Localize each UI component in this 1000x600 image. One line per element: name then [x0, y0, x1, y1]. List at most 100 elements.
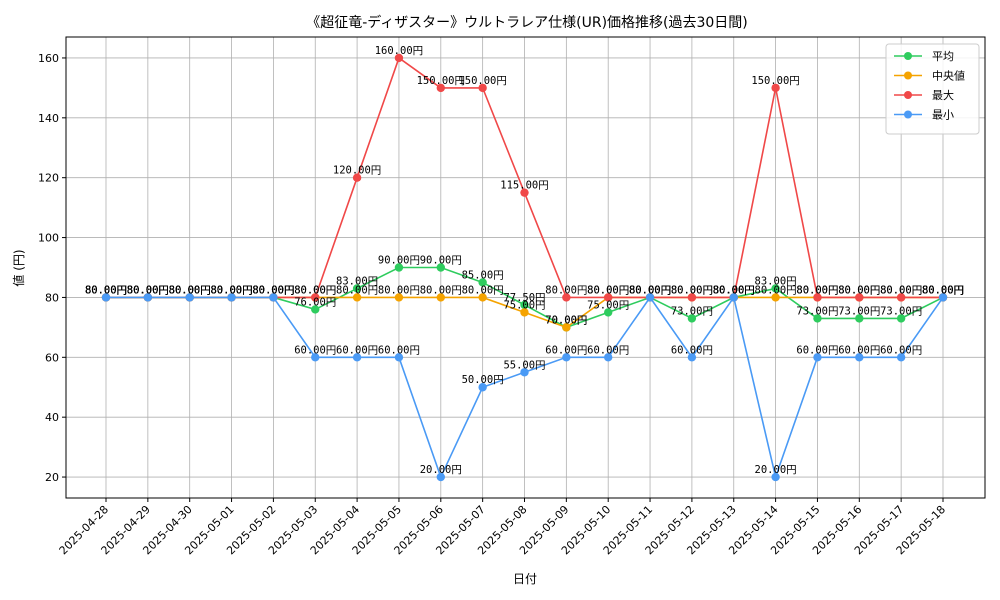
- data-label: 60.00円: [545, 344, 587, 356]
- chart-title: 《超征竜-ディザスター》ウルトラレア仕様(UR)価格推移(過去30日間): [306, 14, 748, 31]
- data-label: 60.00円: [378, 344, 420, 356]
- data-point: [394, 53, 404, 63]
- data-label: 80.00円: [294, 284, 336, 296]
- data-point: [687, 314, 697, 323]
- data-label: 75.00円: [587, 299, 629, 311]
- data-label: 80.00円: [713, 284, 755, 296]
- y-axis-label: 値 (円): [11, 249, 26, 286]
- data-point: [813, 314, 822, 323]
- data-point: [478, 293, 487, 302]
- data-label: 80.00円: [210, 284, 252, 296]
- data-point: [185, 293, 194, 302]
- data-label: 80.00円: [629, 284, 671, 296]
- y-tick-label: 100: [38, 232, 59, 245]
- data-label: 90.00円: [378, 255, 420, 267]
- data-label: 80.00円: [629, 284, 671, 296]
- data-label: 80.00円: [796, 284, 838, 296]
- data-label: 77.50円: [503, 292, 545, 304]
- data-point: [101, 293, 111, 302]
- data-point: [394, 263, 404, 272]
- data-label: 85.00円: [462, 269, 504, 281]
- y-tick-label: 160: [38, 52, 59, 65]
- data-point: [436, 472, 445, 482]
- data-point: [813, 353, 822, 362]
- data-label: 73.00円: [796, 305, 838, 317]
- data-label: 80.00円: [169, 284, 211, 296]
- data-label: 73.00円: [880, 305, 922, 317]
- data-label: 80.00円: [252, 284, 294, 296]
- y-tick-label: 40: [45, 411, 59, 424]
- data-point: [938, 293, 948, 302]
- data-label: 80.00円: [210, 284, 252, 296]
- data-point: [562, 323, 571, 332]
- data-label: 80.00円: [545, 284, 587, 296]
- data-label: 73.00円: [838, 305, 880, 317]
- series-lines: [101, 53, 948, 482]
- data-point: [143, 293, 153, 302]
- data-label: 76.00円: [294, 296, 336, 308]
- data-label: 80.00円: [629, 284, 671, 296]
- data-point: [729, 293, 738, 302]
- data-label: 120.00円: [333, 165, 381, 177]
- data-label: 80.00円: [85, 284, 127, 296]
- data-point: [771, 293, 780, 302]
- data-label: 80.00円: [671, 284, 713, 296]
- data-label: 83.00円: [336, 275, 378, 287]
- legend-swatch-marker: [904, 110, 912, 119]
- data-label: 80.00円: [252, 284, 294, 296]
- data-label: 80.00円: [169, 284, 211, 296]
- data-label: 83.00円: [755, 275, 797, 287]
- x-axis-label: 日付: [513, 572, 537, 586]
- data-label: 80.00円: [378, 284, 420, 296]
- data-point: [436, 263, 445, 272]
- data-label: 80.00円: [169, 284, 211, 296]
- data-point: [520, 308, 529, 317]
- data-point: [520, 368, 529, 377]
- legend-label: 中央値: [932, 70, 965, 83]
- data-label: 80.00円: [336, 284, 378, 296]
- data-point: [604, 293, 613, 302]
- data-label: 80.00円: [713, 284, 755, 296]
- data-label: 80.00円: [713, 284, 755, 296]
- legend-swatch-marker: [904, 91, 912, 99]
- data-point: [813, 293, 822, 302]
- data-label: 80.00円: [252, 284, 294, 296]
- data-label: 80.00円: [922, 284, 964, 296]
- data-label: 80.00円: [420, 284, 462, 296]
- data-label: 80.00円: [922, 284, 964, 296]
- data-point: [896, 353, 906, 362]
- data-label: 80.00円: [880, 284, 922, 296]
- data-label: 80.00円: [127, 284, 169, 296]
- data-label: 80.00円: [85, 284, 127, 296]
- data-label: 60.00円: [336, 344, 378, 356]
- data-label: 80.00円: [922, 284, 964, 296]
- data-point: [394, 353, 404, 362]
- data-label: 20.00円: [755, 464, 797, 476]
- y-tick-label: 20: [45, 471, 59, 484]
- data-point: [520, 300, 529, 310]
- data-point: [771, 472, 780, 482]
- data-point: [269, 293, 278, 302]
- plot-frame: [65, 36, 986, 499]
- data-label: 80.00円: [713, 284, 755, 296]
- data-point: [352, 293, 362, 302]
- data-label: 80.00円: [85, 284, 127, 296]
- data-point: [687, 293, 697, 302]
- data-point: [311, 305, 320, 314]
- data-point: [645, 293, 655, 302]
- data-point: [436, 293, 445, 302]
- data-label: 80.00円: [587, 284, 629, 296]
- data-label: 55.00円: [503, 359, 545, 371]
- data-label: 60.00円: [587, 344, 629, 356]
- data-label: 80.00円: [755, 284, 797, 296]
- data-point: [562, 293, 571, 302]
- data-point: [478, 383, 487, 392]
- data-point: [227, 293, 236, 302]
- data-label: 150.00円: [751, 75, 799, 87]
- data-label: 80.00円: [880, 284, 922, 296]
- data-label: 60.00円: [880, 344, 922, 356]
- data-label: 80.00円: [796, 284, 838, 296]
- data-point: [352, 284, 362, 293]
